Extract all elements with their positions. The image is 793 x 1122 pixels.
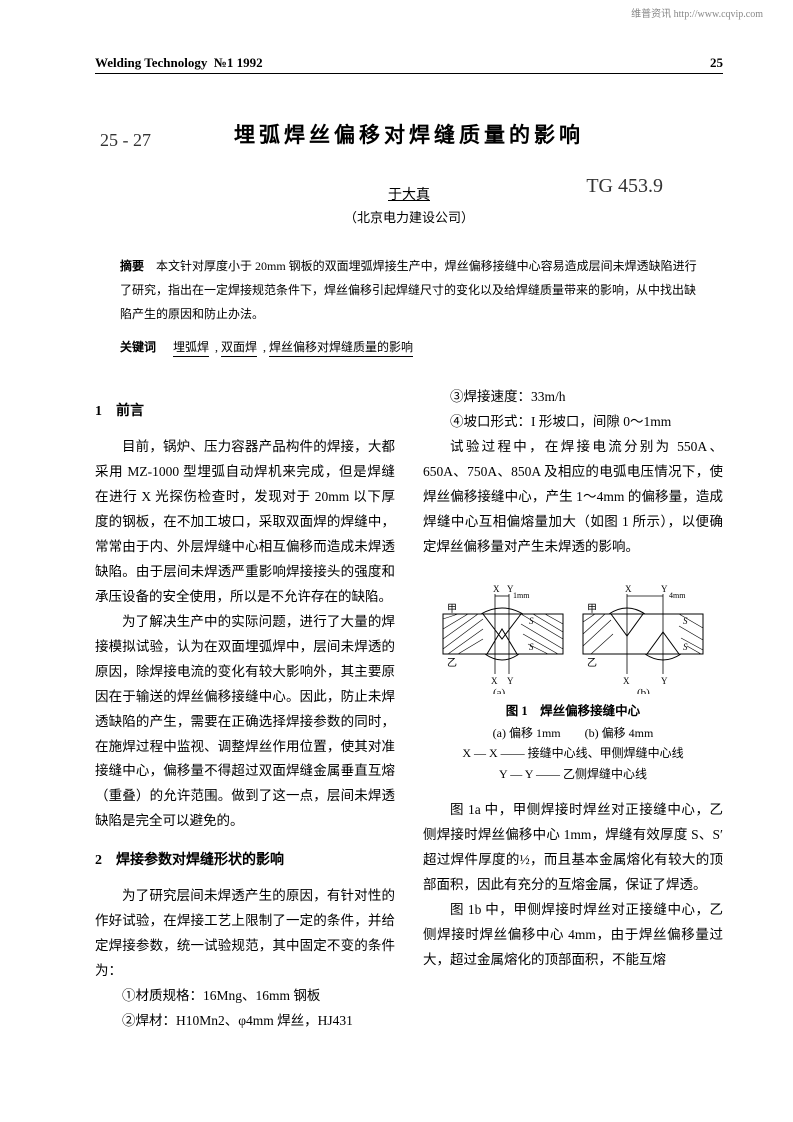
svg-text:甲: 甲 [447, 604, 457, 615]
figure-1-legend-2: Y — Y —— 乙侧焊缝中心线 [423, 764, 723, 784]
para-1: 目前，锅炉、压力容器产品构件的焊接，大都采用 MZ-1000 型埋弧自动焊机来完… [95, 435, 395, 610]
para-3: 为了研究层间未焊透产生的原因，有针对性的作好试验，在焊接工艺上限制了一定的条件，… [95, 884, 395, 984]
right-column: ③焊接速度：33m/h ④坡口形式：I 形坡口，间隙 0～1mm 试验过程中，在… [423, 385, 723, 1034]
svg-text:Y: Y [661, 584, 668, 594]
keyword-3: 焊丝偏移对焊缝质量的影响 [269, 338, 413, 357]
svg-text:4mm: 4mm [669, 591, 686, 600]
abstract-label: 摘要 [120, 259, 144, 273]
para-2: 为了解决生产中的实际问题，进行了大量的焊接模拟试验，认为在双面埋弧焊中，层间未焊… [95, 610, 395, 835]
svg-text:X: X [625, 584, 632, 594]
svg-text:S: S [683, 642, 688, 652]
abstract-text: 本文针对厚度小于 20mm 钢板的双面埋弧焊接生产中，焊丝偏移接缝中心容易造成层… [120, 259, 697, 321]
keyword-1: 埋弧焊 [173, 338, 209, 357]
figure-1-title: 图 1 焊丝偏移接缝中心 [423, 700, 723, 723]
svg-text:(b): (b) [637, 687, 650, 694]
keywords-label: 关键词 [120, 340, 156, 354]
svg-text:S: S [683, 616, 688, 626]
section-2-heading: 2 焊接参数对焊缝形状的影响 [95, 848, 395, 874]
issue-number: №1 1992 [214, 55, 263, 70]
svg-text:(a): (a) [493, 687, 506, 694]
running-header: Welding Technology №1 1992 25 [95, 55, 723, 74]
svg-text:X: X [493, 584, 500, 594]
keyword-2: 双面焊 [221, 338, 257, 357]
left-column: 1 前言 目前，锅炉、压力容器产品构件的焊接，大都采用 MZ-1000 型埋弧自… [95, 385, 395, 1034]
list-item-3: ③焊接速度：33m/h [423, 385, 723, 410]
fig1-sub-a: (a) 偏移 1mm [493, 726, 561, 740]
figure-1-subcaptions: (a) 偏移 1mm (b) 偏移 4mm [423, 723, 723, 743]
list-item-4: ④坡口形式：I 形坡口，间隙 0～1mm [423, 410, 723, 435]
svg-text:1mm: 1mm [513, 591, 530, 600]
author-affiliation: （北京电力建设公司） [95, 207, 723, 226]
article-title: 埋弧焊丝偏移对焊缝质量的影响 [95, 119, 723, 149]
watermark-text: 维普资讯 http://www.cqvip.com [631, 5, 763, 20]
page-body: Welding Technology №1 1992 25 25 - 27 TG… [0, 0, 793, 1074]
svg-text:乙: 乙 [447, 657, 457, 669]
svg-text:乙: 乙 [587, 657, 597, 669]
keywords: 关键词 埋弧焊, 双面焊, 焊丝偏移对焊缝质量的影响 [120, 338, 698, 357]
page-number: 25 [710, 55, 723, 71]
figure-1: XY 1mm [423, 574, 723, 784]
para-6: 图 1b 中，甲侧焊接时焊丝对正接缝中心，乙侧焊接时焊丝偏移中心 4mm，由于焊… [423, 898, 723, 973]
svg-text:甲: 甲 [587, 604, 597, 615]
para-4: 试验过程中，在焊接电流分别为 550A、650A、750A、850A 及相应的电… [423, 435, 723, 560]
svg-text:S: S [529, 616, 534, 626]
journal-issue: Welding Technology №1 1992 [95, 55, 263, 71]
handwritten-page-range: 25 - 27 [100, 130, 151, 151]
svg-text:X: X [623, 676, 630, 686]
para-5: 图 1a 中，甲侧焊接时焊丝对正接缝中心，乙侧焊接时焊丝偏移中心 1mm，焊缝有… [423, 798, 723, 898]
figure-1-diagram: XY 1mm [433, 574, 713, 694]
figure-1-legend-1: X — X —— 接缝中心线、甲侧焊缝中心线 [423, 743, 723, 763]
svg-text:S: S [529, 642, 534, 652]
svg-text:Y: Y [661, 676, 668, 686]
list-item-2: ②焊材：H10Mn2、φ4mm 焊丝，HJ431 [95, 1009, 395, 1034]
svg-text:X: X [491, 676, 498, 686]
journal-name: Welding Technology [95, 55, 207, 70]
two-column-body: 1 前言 目前，锅炉、压力容器产品构件的焊接，大都采用 MZ-1000 型埋弧自… [95, 385, 723, 1034]
svg-text:Y: Y [507, 676, 514, 686]
abstract: 摘要本文针对厚度小于 20mm 钢板的双面埋弧焊接生产中，焊丝偏移接缝中心容易造… [120, 254, 698, 326]
handwritten-classification: TG 453.9 [586, 175, 663, 198]
list-item-1: ①材质规格：16Mng、16mm 钢板 [95, 984, 395, 1009]
fig1-sub-b: (b) 偏移 4mm [585, 726, 654, 740]
section-1-heading: 1 前言 [95, 399, 395, 425]
